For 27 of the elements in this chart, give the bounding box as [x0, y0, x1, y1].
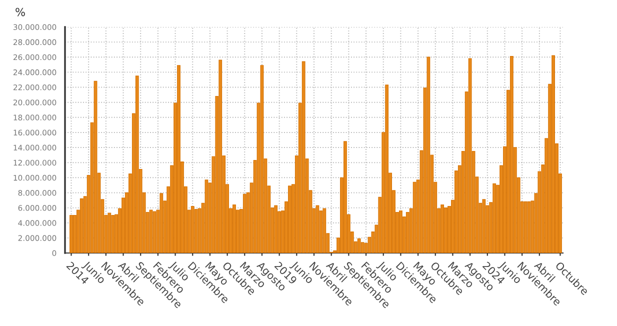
- bar: [406, 212, 410, 253]
- bar: [274, 205, 278, 253]
- bar: [552, 55, 555, 253]
- bar: [482, 199, 486, 253]
- bar: [108, 212, 112, 253]
- bar: [80, 198, 84, 253]
- bar: [426, 56, 430, 253]
- bar: [302, 61, 306, 253]
- bar: [242, 194, 246, 253]
- bar: [190, 206, 194, 253]
- bar: [357, 238, 361, 253]
- bar: [360, 242, 364, 253]
- bar: [510, 56, 514, 253]
- bar: [194, 208, 198, 253]
- bar: [492, 183, 496, 253]
- bar: [70, 214, 73, 253]
- bar: [177, 65, 180, 253]
- bar: [385, 84, 389, 253]
- bar: [218, 60, 222, 253]
- bar: [135, 76, 139, 253]
- bar: [322, 208, 326, 253]
- y-axis-title: %: [16, 8, 25, 16]
- bar: [344, 141, 347, 253]
- bar: [468, 58, 472, 253]
- bar: [111, 214, 115, 253]
- bar: [412, 182, 416, 253]
- bar: [160, 193, 164, 253]
